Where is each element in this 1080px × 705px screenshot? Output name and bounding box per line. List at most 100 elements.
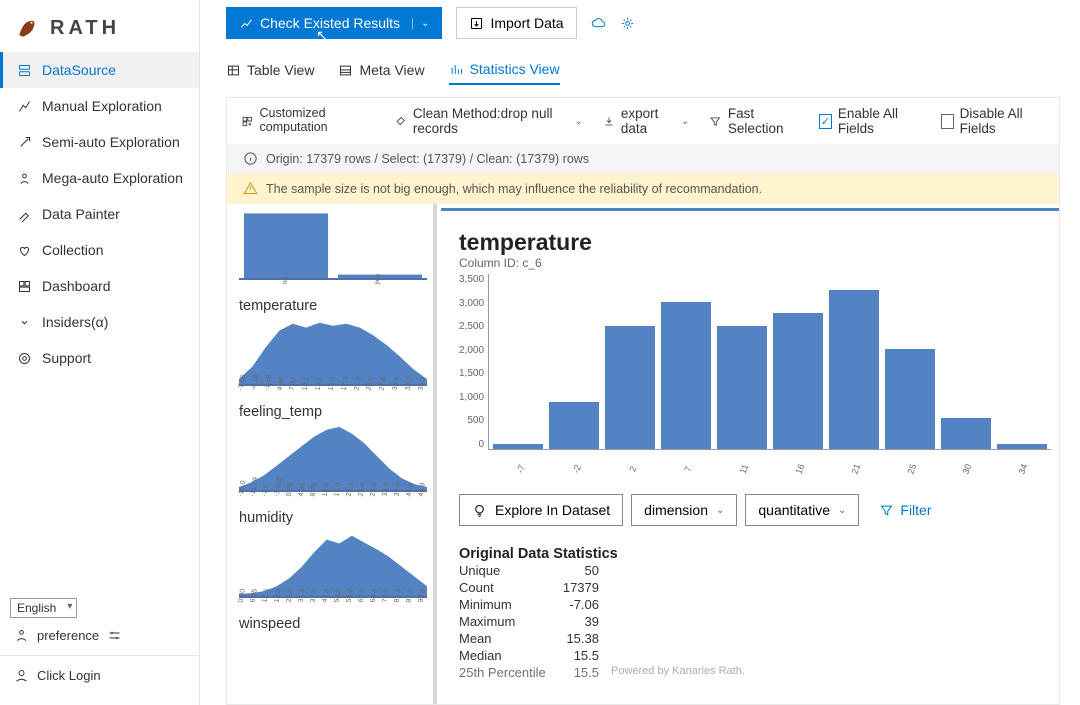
view-tabs: Table View Meta View Statistics View [226,39,1080,85]
broom-icon [394,114,406,129]
info-bar: Origin: 17379 rows / Select: (17379) / C… [227,144,1059,173]
checkbox-checked-icon: ✓ [819,114,832,129]
field-thumbnails: noyestemperature-7.06-4.18-1.584.467.331… [227,204,437,704]
thumb-chart [239,528,427,598]
histogram: 3,5003,0002,5002,0001,5001,0005000 [459,274,1051,464]
histogram-bar [885,349,935,449]
histogram-bar [661,302,711,449]
grid-plus-icon [241,114,254,129]
sidebar-item-manual-exploration[interactable]: Manual Exploration [0,88,199,124]
sidebar-item-label: Dashboard [42,278,111,294]
histogram-bar [549,402,599,449]
check-results-button[interactable]: Check Existed Results ⌄ [226,7,442,39]
language-select[interactable]: English [10,598,77,618]
stats-title: Original Data Statistics [459,534,1051,562]
brand-text: RATH [50,17,120,40]
thumb-label: humidity [239,506,427,528]
bird-icon [14,14,42,42]
chevron-down-icon: ⌄ [681,116,689,127]
fast-selection-button[interactable]: Fast Selection [709,106,799,136]
stats-row: Minimum-7.06 [459,596,1051,613]
table-icon [226,63,241,78]
histogram-bar [493,444,543,449]
histogram-bar [997,444,1047,449]
panel-toolbar: Customized computation Clean Method:drop… [227,98,1059,144]
sidebar-item-support[interactable]: Support [0,340,199,376]
sidebar-item-datasource[interactable]: DataSource [0,52,199,88]
checkbox-empty-icon [941,114,954,129]
sidebar: RATH DataSource Manual Exploration Semi-… [0,0,200,705]
sidebar-item-label: Support [42,350,91,366]
sidebar-item-semi-auto-exploration[interactable]: Semi-auto Exploration [0,124,199,160]
thumb-label: feeling_temp [239,400,427,422]
brand-logo: RATH [0,0,199,46]
tab-statistics-view[interactable]: Statistics View [449,61,560,85]
thumb-cat[interactable]: noyes [239,210,427,288]
login-link[interactable]: Click Login [10,658,189,693]
powered-by: Powered by Kanaries Rath. [599,665,745,680]
quantitative-dropdown[interactable]: quantitative⌄ [745,494,859,526]
sliders-icon [107,628,122,643]
chart-line-icon [239,16,254,31]
chevron-down-icon: ⌄ [574,116,582,127]
filter-link[interactable]: Filter [867,502,931,518]
thumb-chart [239,210,427,280]
sidebar-item-dashboard[interactable]: Dashboard [0,268,199,304]
histogram-bar [717,326,767,449]
sidebar-item-collection[interactable]: Collection [0,232,199,268]
tab-meta-view[interactable]: Meta View [338,61,424,85]
sidebar-item-label: Semi-auto Exploration [42,134,180,150]
thumb-label: temperature [239,294,427,316]
info-icon [243,151,258,166]
histogram-bar [941,418,991,449]
bulb-icon [472,503,487,518]
sidebar-item-label: Insiders(α) [42,314,108,330]
sidebar-item-mega-auto-exploration[interactable]: Mega-auto Exploration [0,160,199,196]
tab-table-view[interactable]: Table View [226,61,314,85]
chevron-down-icon: ⌄ [838,505,846,516]
sidebar-item-label: Data Painter [42,206,120,222]
thumb-feeling_temp[interactable]: feeling_temp-16.0-11.79-7.5-3.5000.754.3… [239,400,427,500]
detail-title: temperature [459,215,1051,256]
export-data-dropdown[interactable]: export data⌄ [603,106,690,136]
clean-method-dropdown[interactable]: Clean Method:drop null records⌄ [394,106,582,136]
panel-content: noyestemperature-7.06-4.18-1.584.467.331… [227,204,1059,704]
field-detail: temperature Column ID: c_6 3,5003,0002,5… [441,208,1059,704]
thumb-label: winspeed [239,612,427,634]
stats-table: Unique50Count17379Minimum-7.06Maximum39M… [459,562,1051,681]
y-axis: 3,5003,0002,5002,0001,5001,0005000 [459,274,488,464]
column-id: Column ID: c_6 [459,256,1051,274]
disable-all-checkbox[interactable]: Disable All Fields [941,106,1045,136]
sidebar-bottom: English preference Click Login [0,590,199,705]
explore-button[interactable]: Explore In Dataset [459,494,623,526]
enable-all-checkbox[interactable]: ✓Enable All Fields [819,106,921,136]
gear-icon[interactable] [620,16,635,31]
filter-icon [879,503,894,518]
customized-computation-button[interactable]: Customized computation [241,107,374,135]
cloud-icon[interactable] [591,16,606,31]
sidebar-item-label: Collection [42,242,103,258]
sidebar-item-label: DataSource [42,62,116,78]
main: Check Existed Results ⌄ ↖ Import Data Ta… [200,0,1080,705]
import-data-button[interactable]: Import Data [456,7,576,39]
stats-panel: Customized computation Clean Method:drop… [226,97,1060,705]
dimension-dropdown[interactable]: dimension⌄ [631,494,737,526]
import-icon [469,16,484,31]
warning-bar: The sample size is not big enough, which… [227,173,1059,204]
stats-row: 25th Percentile15.5Powered by Kanaries R… [459,664,1051,681]
thumb-winspeed[interactable]: winspeed [239,612,427,634]
thumb-humidity[interactable]: humidity0.006.2512.518.825.031.337.543.8… [239,506,427,606]
filter-icon [709,114,721,129]
sidebar-item-label: Manual Exploration [42,98,162,114]
sidebar-item-data-painter[interactable]: Data Painter [0,196,199,232]
stats-row: Mean15.38 [459,630,1051,647]
thumb-temperature[interactable]: temperature-7.06-4.18-1.584.467.3310.113… [239,294,427,394]
nav: DataSource Manual Exploration Semi-auto … [0,46,199,590]
stats-row: Unique50 [459,562,1051,579]
thumb-chart [239,422,427,492]
preference-link[interactable]: preference [10,618,189,653]
histogram-bars [488,274,1051,450]
chevron-down-icon[interactable]: ⌄ [412,18,429,29]
sidebar-item-insiders[interactable]: Insiders(α) [0,304,199,340]
meta-icon [338,63,353,78]
